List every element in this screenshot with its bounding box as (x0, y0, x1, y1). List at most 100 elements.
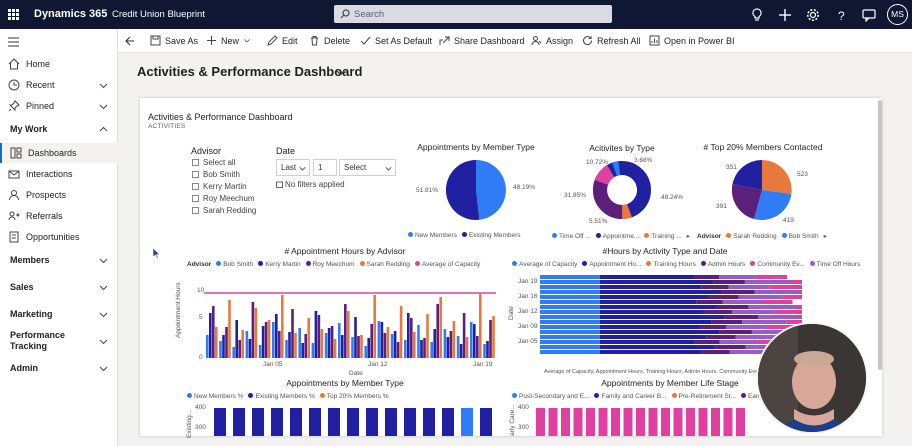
bar[interactable] (225, 327, 228, 358)
bar-segment[interactable] (726, 325, 766, 329)
bar[interactable] (623, 408, 633, 436)
bar-segment[interactable] (714, 345, 746, 349)
appointments-life-stage-bar-chart[interactable] (534, 406, 754, 436)
bar[interactable] (479, 293, 482, 358)
group-admin[interactable]: Admin (0, 358, 118, 378)
app-launcher-icon[interactable] (8, 9, 19, 20)
bar[interactable] (248, 339, 252, 358)
chevron-down-icon[interactable] (336, 68, 345, 77)
chevron-down-icon[interactable] (99, 337, 108, 346)
bar[interactable] (536, 408, 545, 436)
bar-segment[interactable] (540, 305, 600, 309)
bar[interactable] (291, 309, 294, 358)
bar[interactable] (386, 327, 390, 358)
edit-button[interactable]: Edit (267, 35, 298, 46)
bar[interactable] (241, 330, 244, 358)
bar[interactable] (449, 331, 453, 358)
set-default-button[interactable]: Set As Default (360, 35, 432, 46)
bar-segment[interactable] (701, 350, 730, 354)
bar-segment[interactable] (754, 290, 802, 294)
bar[interactable] (373, 295, 376, 358)
bar[interactable] (480, 408, 492, 436)
assign-button[interactable]: Assign (531, 35, 573, 46)
bar[interactable] (341, 335, 344, 358)
bar-segment[interactable] (708, 295, 739, 299)
bar[interactable] (360, 335, 363, 358)
bar[interactable] (404, 340, 407, 358)
bar[interactable] (219, 341, 222, 358)
bar[interactable] (385, 408, 397, 436)
bar-segment[interactable] (721, 290, 755, 294)
bar-segment[interactable] (742, 320, 787, 324)
bar-segment[interactable] (540, 275, 600, 279)
bar-segment[interactable] (699, 325, 726, 329)
bar-segment[interactable] (600, 285, 702, 289)
bar[interactable] (404, 408, 416, 436)
bar[interactable] (288, 332, 291, 358)
sidebar-item-interactions[interactable]: Interactions (0, 164, 118, 184)
bar[interactable] (443, 329, 447, 358)
bar-segment[interactable] (758, 315, 802, 319)
bar[interactable] (281, 295, 284, 358)
bar-segment[interactable] (703, 310, 733, 314)
refresh-all-button[interactable]: Refresh All (582, 35, 641, 46)
bar[interactable] (410, 318, 413, 358)
appointment-hours-bar-chart[interactable] (204, 288, 504, 360)
bar[interactable] (278, 331, 281, 358)
hamburger-menu-icon[interactable] (8, 37, 19, 47)
bar[interactable] (320, 329, 324, 358)
bar[interactable] (258, 345, 262, 358)
group-my-work[interactable]: My Work (0, 119, 118, 139)
bar-segment[interactable] (600, 325, 699, 329)
legend-item[interactable]: Existing Members (461, 232, 521, 239)
bar-segment[interactable] (540, 310, 600, 314)
bar[interactable] (711, 408, 720, 436)
bar-segment[interactable] (790, 280, 802, 284)
legend-item[interactable]: Post-Secondary and E... (512, 393, 589, 400)
chevron-down-icon[interactable] (99, 283, 108, 292)
bar-segment[interactable] (751, 330, 800, 334)
feedback-icon[interactable] (862, 8, 876, 22)
bar-segment[interactable] (795, 305, 802, 309)
legend-item[interactable]: Time Off Hours (809, 261, 860, 268)
bar[interactable] (238, 340, 241, 358)
bar-segment[interactable] (540, 325, 600, 329)
bar[interactable] (442, 408, 454, 436)
bar[interactable] (307, 318, 310, 358)
open-power-bi-button[interactable]: Open in Power BI (649, 35, 735, 46)
legend-item[interactable]: Bob Smith (216, 261, 253, 268)
bar-segment[interactable] (716, 305, 749, 309)
bar-segment[interactable] (600, 315, 725, 319)
bar[interactable] (598, 408, 608, 436)
bar[interactable] (298, 328, 301, 358)
bar[interactable] (327, 328, 331, 358)
bar-segment[interactable] (600, 340, 695, 344)
hours-activity-bar-chart[interactable] (540, 275, 802, 357)
bar[interactable] (465, 337, 469, 358)
bar-segment[interactable] (540, 335, 600, 339)
bar[interactable] (309, 408, 321, 436)
bar[interactable] (462, 313, 466, 358)
bar[interactable] (366, 408, 378, 436)
bar-segment[interactable] (600, 280, 714, 284)
bar[interactable] (245, 331, 249, 358)
bar-segment[interactable] (719, 340, 758, 344)
new-button[interactable]: New (206, 35, 251, 46)
group-marketing[interactable]: Marketing (0, 304, 118, 324)
bar[interactable] (228, 300, 231, 358)
bar[interactable] (426, 314, 429, 358)
legend-item[interactable]: Sarah Redding (726, 232, 777, 240)
bar[interactable] (338, 323, 341, 358)
bar[interactable] (272, 322, 275, 358)
sidebar-item-dashboards[interactable]: Dashboards (0, 143, 118, 163)
group-performance-tracking[interactable]: Performance Tracking (0, 327, 118, 355)
bar-segment[interactable] (694, 340, 720, 344)
bar[interactable] (206, 335, 209, 358)
bar-segment[interactable] (728, 285, 770, 289)
bar[interactable] (636, 408, 645, 436)
bar[interactable] (254, 308, 258, 358)
bar[interactable] (483, 344, 486, 358)
date-number-input[interactable]: 1 (313, 159, 337, 176)
bar[interactable] (294, 333, 297, 358)
chevron-down-icon[interactable] (99, 310, 108, 319)
